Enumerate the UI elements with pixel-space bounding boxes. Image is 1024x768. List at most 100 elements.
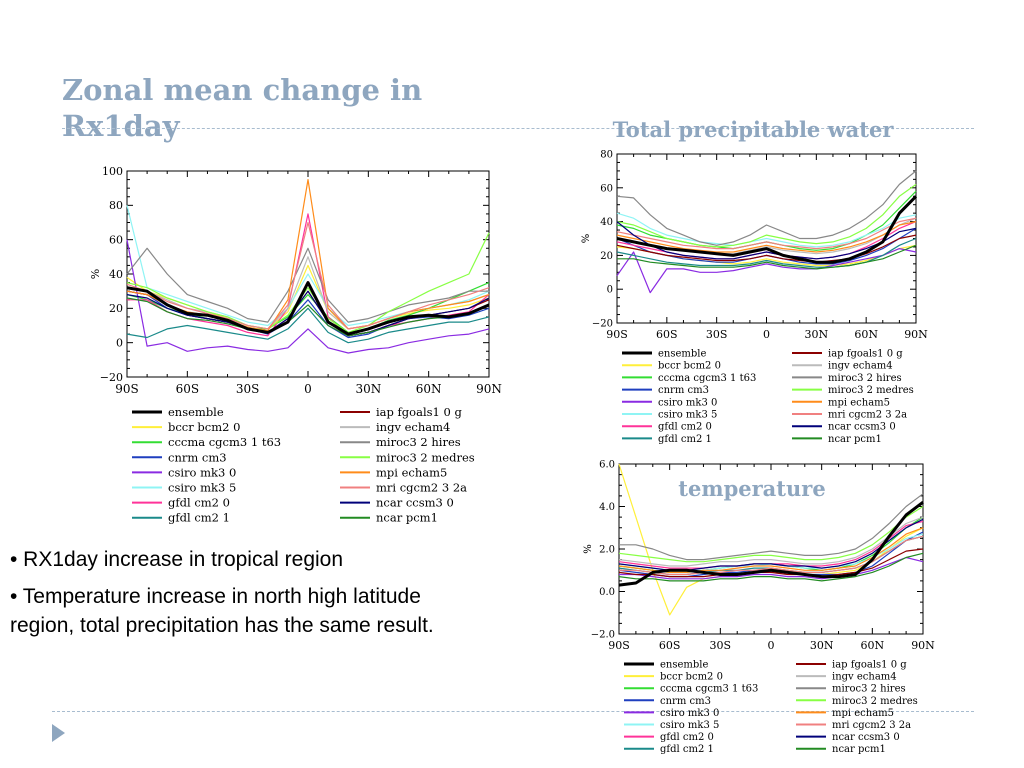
legend-label: cnrm cm3 <box>658 385 709 396</box>
series-line-ingv-echam4 <box>618 516 924 567</box>
y-tick-label: 0.0 <box>599 587 615 598</box>
y-tick-label: −20 <box>100 371 123 384</box>
series-line-ncar-ccsm3-0 <box>616 221 917 260</box>
legend-label: ncar ccsm3 0 <box>828 422 896 433</box>
legend-label: cccma cgcm3 1 t63 <box>660 684 758 695</box>
y-tick-label: 80 <box>109 199 123 212</box>
series-line-ensemble <box>126 281 490 336</box>
y-tick-label: 0 <box>116 337 123 350</box>
x-tick-label: 60S <box>659 639 681 652</box>
legend-label: ingv echam4 <box>828 361 893 372</box>
x-tick-label: 90S <box>606 328 628 341</box>
series-line-iap-fgoals1-0-g <box>618 548 924 578</box>
x-tick-label: 30S <box>236 382 260 396</box>
series-line-csiro-mk3-5 <box>616 212 917 248</box>
legend-label: csiro mk3 5 <box>658 410 717 421</box>
series-line-iap-fgoals1-0-g <box>616 234 917 263</box>
legend-label: bccr bcm2 0 <box>660 672 723 683</box>
temperature-chart: 90S 60S 30S 0 30N 60N 90N 6.0 4.0 2.0 0.0 −2.0% temp… <box>583 460 935 756</box>
legend-label: gfdl cm2 1 <box>658 434 712 445</box>
series-line-ensemble <box>616 195 918 264</box>
bottom-divider <box>52 711 974 712</box>
legend-label: miroc3 2 medres <box>832 696 918 707</box>
chart-title: temperature <box>678 476 825 501</box>
legend-label: cccma cgcm3 1 t63 <box>168 435 281 449</box>
y-axis-label: % <box>89 269 102 279</box>
series-line-csiro-mk3-0 <box>616 248 917 294</box>
legend-label: csiro mk3 5 <box>660 720 719 731</box>
x-tick-label: 60N <box>861 639 885 652</box>
legend-label: cnrm cm3 <box>660 696 711 707</box>
series-line-mpi-echam5 <box>126 179 490 332</box>
legend-label: ncar pcm1 <box>376 511 438 525</box>
bullet-rx1day: • RX1day increase in tropical region <box>10 548 344 571</box>
chart-title: Total precipitable water <box>613 117 895 142</box>
legend-label: miroc3 2 medres <box>376 450 475 464</box>
series-line-ncar-pcm1 <box>617 244 917 270</box>
precipitable-water-chart: 90S 60S 30S 0 30N 60N 90N 80 60 40 20 0 −20% Total pr… <box>581 117 928 445</box>
series-line-mri-cgcm2-3-2a <box>619 535 924 576</box>
x-tick-label: 0 <box>768 639 775 652</box>
legend-label: mpi echam5 <box>832 708 894 719</box>
x-tick-label: 90N <box>476 382 502 396</box>
x-tick-label: 30S <box>710 639 732 652</box>
legend-label: gfdl cm2 0 <box>168 496 230 510</box>
y-tick-label: 80 <box>600 150 613 161</box>
y-tick-label: 2.0 <box>599 545 615 556</box>
legend-label: ensemble <box>168 405 224 419</box>
bullet-temperature: • Temperature increase in north high lat… <box>10 585 434 637</box>
bullet-list: • RX1day increase in tropical region • T… <box>10 545 490 648</box>
legend-label: iap fgoals1 0 g <box>376 405 462 419</box>
x-tick-label: 90N <box>911 639 935 652</box>
y-axis-label: % <box>581 234 592 244</box>
series-line-ncar-pcm1 <box>126 297 490 337</box>
y-tick-label: 0 <box>607 285 613 296</box>
series-line-ensemble <box>618 501 924 587</box>
legend-label: csiro mk3 0 <box>660 708 719 719</box>
x-tick-label: 60N <box>854 328 878 341</box>
slide-title: Zonal mean change in Rx1day <box>62 72 432 144</box>
legend-label: cnrm cm3 <box>168 450 227 464</box>
legend-label: iap fgoals1 0 g <box>832 660 907 671</box>
top-divider <box>62 128 974 129</box>
x-tick-label: 90S <box>115 382 139 396</box>
legend-label: csiro mk3 0 <box>168 465 236 479</box>
legend-label: gfdl cm2 0 <box>658 422 712 433</box>
x-tick-label: 60N <box>416 382 442 396</box>
legend-label: bccr bcm2 0 <box>168 420 240 434</box>
series-line-miroc3-2-hires <box>619 493 924 561</box>
y-tick-label: 40 <box>600 217 613 228</box>
y-tick-label: 60 <box>109 234 123 247</box>
legend-label: miroc3 2 hires <box>376 435 461 449</box>
series-line-csiro-mk3-0 <box>619 556 924 580</box>
series-line-miroc3-2-medres <box>126 232 490 333</box>
legend-label: gfdl cm2 1 <box>168 511 230 525</box>
y-tick-label: 40 <box>109 268 123 281</box>
legend-label: csiro mk3 0 <box>658 397 717 408</box>
y-tick-label: −2.0 <box>591 630 615 641</box>
series-line-ncar-pcm1 <box>618 552 924 582</box>
y-tick-label: 6.0 <box>599 460 615 471</box>
x-tick-label: 30N <box>805 328 829 341</box>
x-tick-label: 90S <box>608 639 630 652</box>
legend-label: cccma cgcm3 1 t63 <box>658 373 756 384</box>
y-tick-label: 20 <box>600 251 613 262</box>
x-tick-label: 30N <box>810 639 834 652</box>
x-tick-label: 60S <box>656 328 678 341</box>
y-tick-label: 20 <box>109 302 123 315</box>
legend-label: mri cgcm2 3 2a <box>376 481 467 495</box>
x-tick-label: 60S <box>176 382 200 396</box>
slide-title-line1: Zonal mean change in <box>62 73 423 107</box>
legend-label: ncar ccsm3 0 <box>376 496 454 510</box>
legend-label: mri cgcm2 3 2a <box>832 720 911 731</box>
legend-label: mpi echam5 <box>376 465 447 479</box>
legend-label: csiro mk3 5 <box>168 481 236 495</box>
legend-label: ingv echam4 <box>832 672 897 683</box>
next-slide-arrow-icon[interactable] <box>52 724 65 742</box>
legend-label: gfdl cm2 0 <box>660 732 714 743</box>
legend-label: ensemble <box>660 660 708 671</box>
y-tick-label: 4.0 <box>599 502 615 513</box>
y-axis-label: % <box>583 544 594 554</box>
legend-label: ncar pcm1 <box>832 744 886 755</box>
legend-label: miroc3 2 hires <box>832 684 906 695</box>
